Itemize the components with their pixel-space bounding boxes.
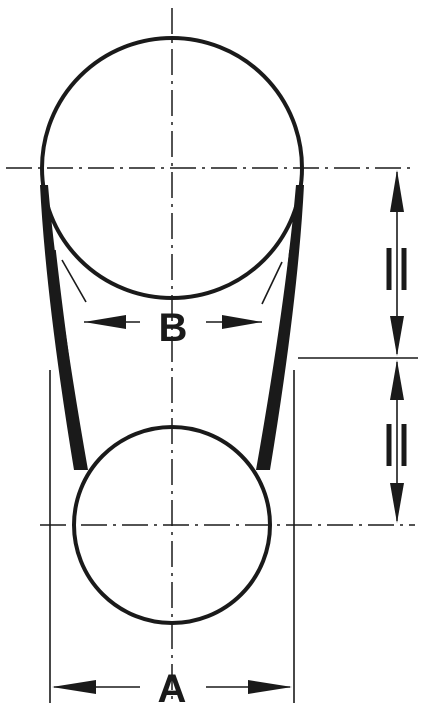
dimension-b-label: B [159, 306, 188, 350]
dimension-b: B [84, 306, 262, 350]
lower-equal-sign [386, 424, 407, 466]
belt-left-inner-line-2 [61, 259, 87, 303]
dimension-a-label: A [158, 667, 187, 711]
upper-span-arrow-bottom [390, 316, 404, 356]
equal-span-dimensions [386, 170, 407, 523]
upper-span-arrow-top [390, 170, 404, 212]
center-lines [6, 8, 418, 705]
dimension-b-arrow-left [84, 315, 126, 329]
dimension-a-arrow-right [248, 680, 292, 694]
lower-span-arrow-top [390, 360, 404, 400]
belt-left-inner-line [54, 249, 81, 441]
belt-inner-lines [54, 249, 291, 441]
upper-equal-sign [386, 248, 407, 290]
lower-pulley [72, 425, 272, 625]
dimension-b-arrow-right [222, 315, 262, 329]
lower-span-arrow-bottom [390, 483, 404, 523]
upper-pulley [40, 36, 304, 300]
belt-right-inner-line-2 [261, 261, 283, 305]
dimension-a: A [52, 667, 292, 711]
belt-right-strand [256, 185, 304, 470]
belt-right-inner-line [265, 249, 291, 441]
dimension-a-arrow-left [52, 680, 96, 694]
